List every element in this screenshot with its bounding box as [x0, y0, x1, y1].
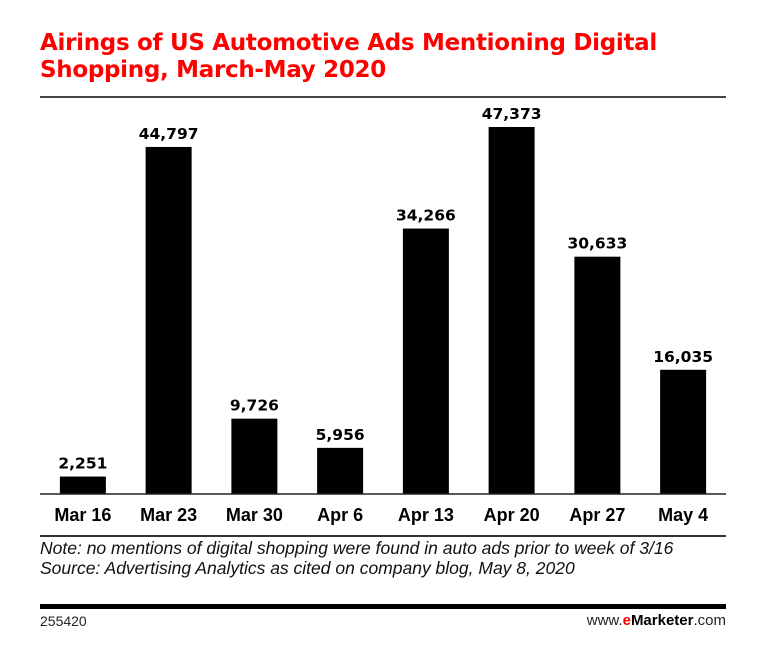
brand-e: e [622, 612, 631, 629]
value-label: 30,633 [567, 235, 627, 253]
category-label: Apr 20 [484, 505, 540, 525]
category-label: Apr 6 [317, 505, 363, 525]
bar-mar-16 [59, 476, 106, 494]
bar-apr-13 [402, 228, 449, 494]
footnote: Note: no mentions of digital shopping we… [40, 538, 730, 578]
category-label: Apr 27 [569, 505, 625, 525]
footer-divider [40, 604, 726, 609]
value-label: 16,035 [653, 348, 713, 366]
category-label: Mar 30 [226, 505, 283, 525]
brand-link[interactable]: www.eMarketer.com [587, 612, 726, 629]
chart-title: Airings of US Automotive Ads Mentioning … [40, 30, 657, 83]
value-label: 47,373 [482, 105, 542, 123]
category-label: Mar 23 [140, 505, 197, 525]
value-label: 34,266 [396, 207, 456, 225]
bar-chart: 2,251 Mar 16 44,797 Mar 23 9,726 Mar 30 5,956 A… [40, 105, 726, 525]
bar-apr-6 [317, 447, 364, 494]
bar-apr-20 [488, 127, 535, 494]
category-label: Apr 13 [398, 505, 454, 525]
value-label: 5,956 [316, 426, 365, 444]
category-label: Mar 16 [54, 505, 111, 525]
chart-divider [40, 535, 726, 537]
source-text: Source: Advertising Analytics as cited o… [40, 558, 575, 578]
value-label: 2,251 [58, 455, 107, 473]
note-text: Note: no mentions of digital shopping we… [40, 538, 674, 558]
bar-apr-27 [574, 256, 621, 494]
brand-name: Marketer [630, 612, 694, 629]
value-label: 44,797 [139, 125, 199, 143]
category-label: May 4 [658, 505, 708, 525]
bar-mar-23 [145, 146, 192, 494]
bar-may-4 [660, 369, 707, 494]
bars-group: 2,251 Mar 16 44,797 Mar 23 9,726 Mar 30 5,956 A… [54, 105, 713, 525]
brand-suffix: .com [693, 612, 726, 629]
brand-prefix: www. [586, 612, 623, 629]
chart-id: 255420 [40, 613, 87, 629]
value-label: 9,726 [230, 397, 279, 415]
bar-mar-30 [231, 418, 278, 494]
title-divider [40, 96, 726, 98]
